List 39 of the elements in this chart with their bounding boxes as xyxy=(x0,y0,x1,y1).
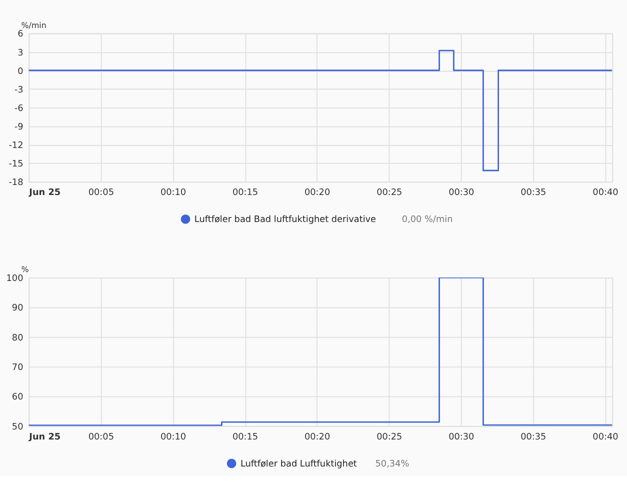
x-tick-label: 00:30 xyxy=(448,188,475,198)
x-tick-label: 00:20 xyxy=(304,432,330,442)
y-axis-title: %/min xyxy=(21,20,46,30)
x-tick-label: 00:20 xyxy=(304,188,330,198)
x-tick-label: 00:05 xyxy=(88,188,114,198)
x-tick-label: 00:25 xyxy=(376,188,402,198)
y-tick-label: 100 xyxy=(6,274,24,284)
y-tick-label: 90 xyxy=(12,304,24,314)
x-tick-label: 00:25 xyxy=(376,432,402,442)
y-tick-label: 50 xyxy=(12,422,24,432)
x-tick-label: 00:10 xyxy=(160,432,186,442)
x-tick-label: 00:40 xyxy=(592,432,619,442)
y-axis-title: % xyxy=(21,265,30,274)
x-tick-label: 00:35 xyxy=(520,432,546,442)
x-tick-label: 00:15 xyxy=(232,432,258,442)
y-tick-label: 3 xyxy=(18,48,24,58)
y-tick-label: 70 xyxy=(12,363,24,374)
x-tick-label: Jun 25 xyxy=(28,432,61,442)
legend-label: Luftføler bad Luftfuktighet xyxy=(240,459,358,470)
x-tick-label: 00:10 xyxy=(160,188,186,198)
y-tick-label: -6 xyxy=(14,104,24,114)
x-tick-label: 00:30 xyxy=(448,432,475,442)
x-tick-label: 00:05 xyxy=(88,432,114,442)
y-tick-label: 80 xyxy=(12,333,24,344)
y-tick-label: -15 xyxy=(8,160,24,170)
y-tick-label: 6 xyxy=(18,30,24,40)
y-tick-label: -12 xyxy=(8,141,24,152)
y-tick-label: -9 xyxy=(14,122,24,132)
y-tick-label: -18 xyxy=(8,178,24,188)
y-tick-label: 60 xyxy=(12,392,24,403)
legend-label: Luftføler bad Bad luftfuktighet derivative xyxy=(194,215,376,226)
text: 50,34% xyxy=(375,459,410,470)
y-tick-label: 0 xyxy=(18,66,24,77)
x-tick-label: 00:40 xyxy=(592,188,619,198)
y-tick-label: -3 xyxy=(14,85,24,96)
x-tick-label: 00:15 xyxy=(232,188,258,198)
x-tick-label: Jun 25 xyxy=(28,188,61,198)
x-tick-label: 00:35 xyxy=(520,188,546,198)
text: 0,00 %/min xyxy=(402,215,453,226)
